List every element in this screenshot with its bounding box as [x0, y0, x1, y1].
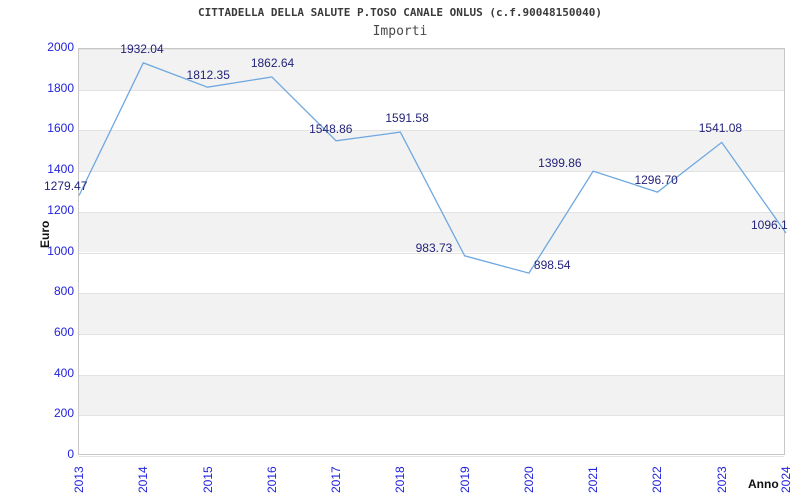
y-tick-label: 1000 — [47, 243, 74, 258]
chart-subtitle: Importi — [372, 24, 428, 39]
y-tick-label: 600 — [53, 324, 74, 339]
x-tick-label: 2016 — [264, 466, 279, 493]
gridline — [79, 171, 784, 172]
x-tick-label: 2013 — [72, 466, 86, 493]
y-tick-label: 200 — [53, 406, 74, 421]
plot-band — [79, 293, 784, 334]
y-tick-label: 1800 — [47, 80, 74, 95]
gridline — [79, 90, 784, 91]
plot-band — [79, 211, 784, 253]
x-tick-label: 2022 — [650, 466, 665, 493]
gridline — [79, 253, 784, 254]
y-tick-label: 1400 — [47, 162, 74, 177]
gridline — [79, 212, 784, 213]
y-axis-title: Euro — [38, 220, 52, 248]
x-tick-label: 2019 — [457, 466, 472, 493]
y-tick-label: 1600 — [47, 121, 74, 136]
x-tick-label: 2015 — [200, 466, 215, 493]
x-tick-label: 2021 — [586, 466, 601, 493]
y-tick-label: 800 — [53, 284, 74, 299]
gridline — [79, 49, 784, 50]
plot-band — [79, 130, 784, 172]
gridline — [79, 375, 784, 376]
plot-band — [79, 374, 784, 416]
y-tick-label: 1200 — [47, 202, 74, 217]
y-tick-label: 2000 — [47, 40, 74, 54]
plot-area — [78, 48, 787, 457]
x-axis-title: Anno — [748, 477, 779, 491]
gridline — [79, 130, 784, 131]
x-tick-label: 2014 — [136, 466, 151, 493]
gridline — [79, 293, 784, 294]
x-tick-label: 2020 — [521, 466, 536, 493]
gridline — [79, 456, 784, 457]
x-tick-label: 2024 — [779, 466, 793, 493]
gridline — [79, 415, 784, 416]
chart-title: CITTADELLA DELLA SALUTE P.TOSO CANALE ON… — [198, 6, 602, 19]
x-tick-label: 2017 — [329, 466, 344, 493]
y-axis-tick-labels: 0 200 400 600 800 1000 1200 1400 1600 1800 2000 — [0, 0, 74, 500]
x-tick-label: 2018 — [393, 466, 408, 493]
series-line-importi — [78, 62, 787, 274]
gridline — [79, 334, 784, 335]
y-tick-label: 400 — [53, 365, 74, 380]
y-tick-label: 0 — [67, 447, 74, 461]
series-polyline — [78, 62, 787, 274]
x-tick-label: 2023 — [714, 466, 729, 493]
